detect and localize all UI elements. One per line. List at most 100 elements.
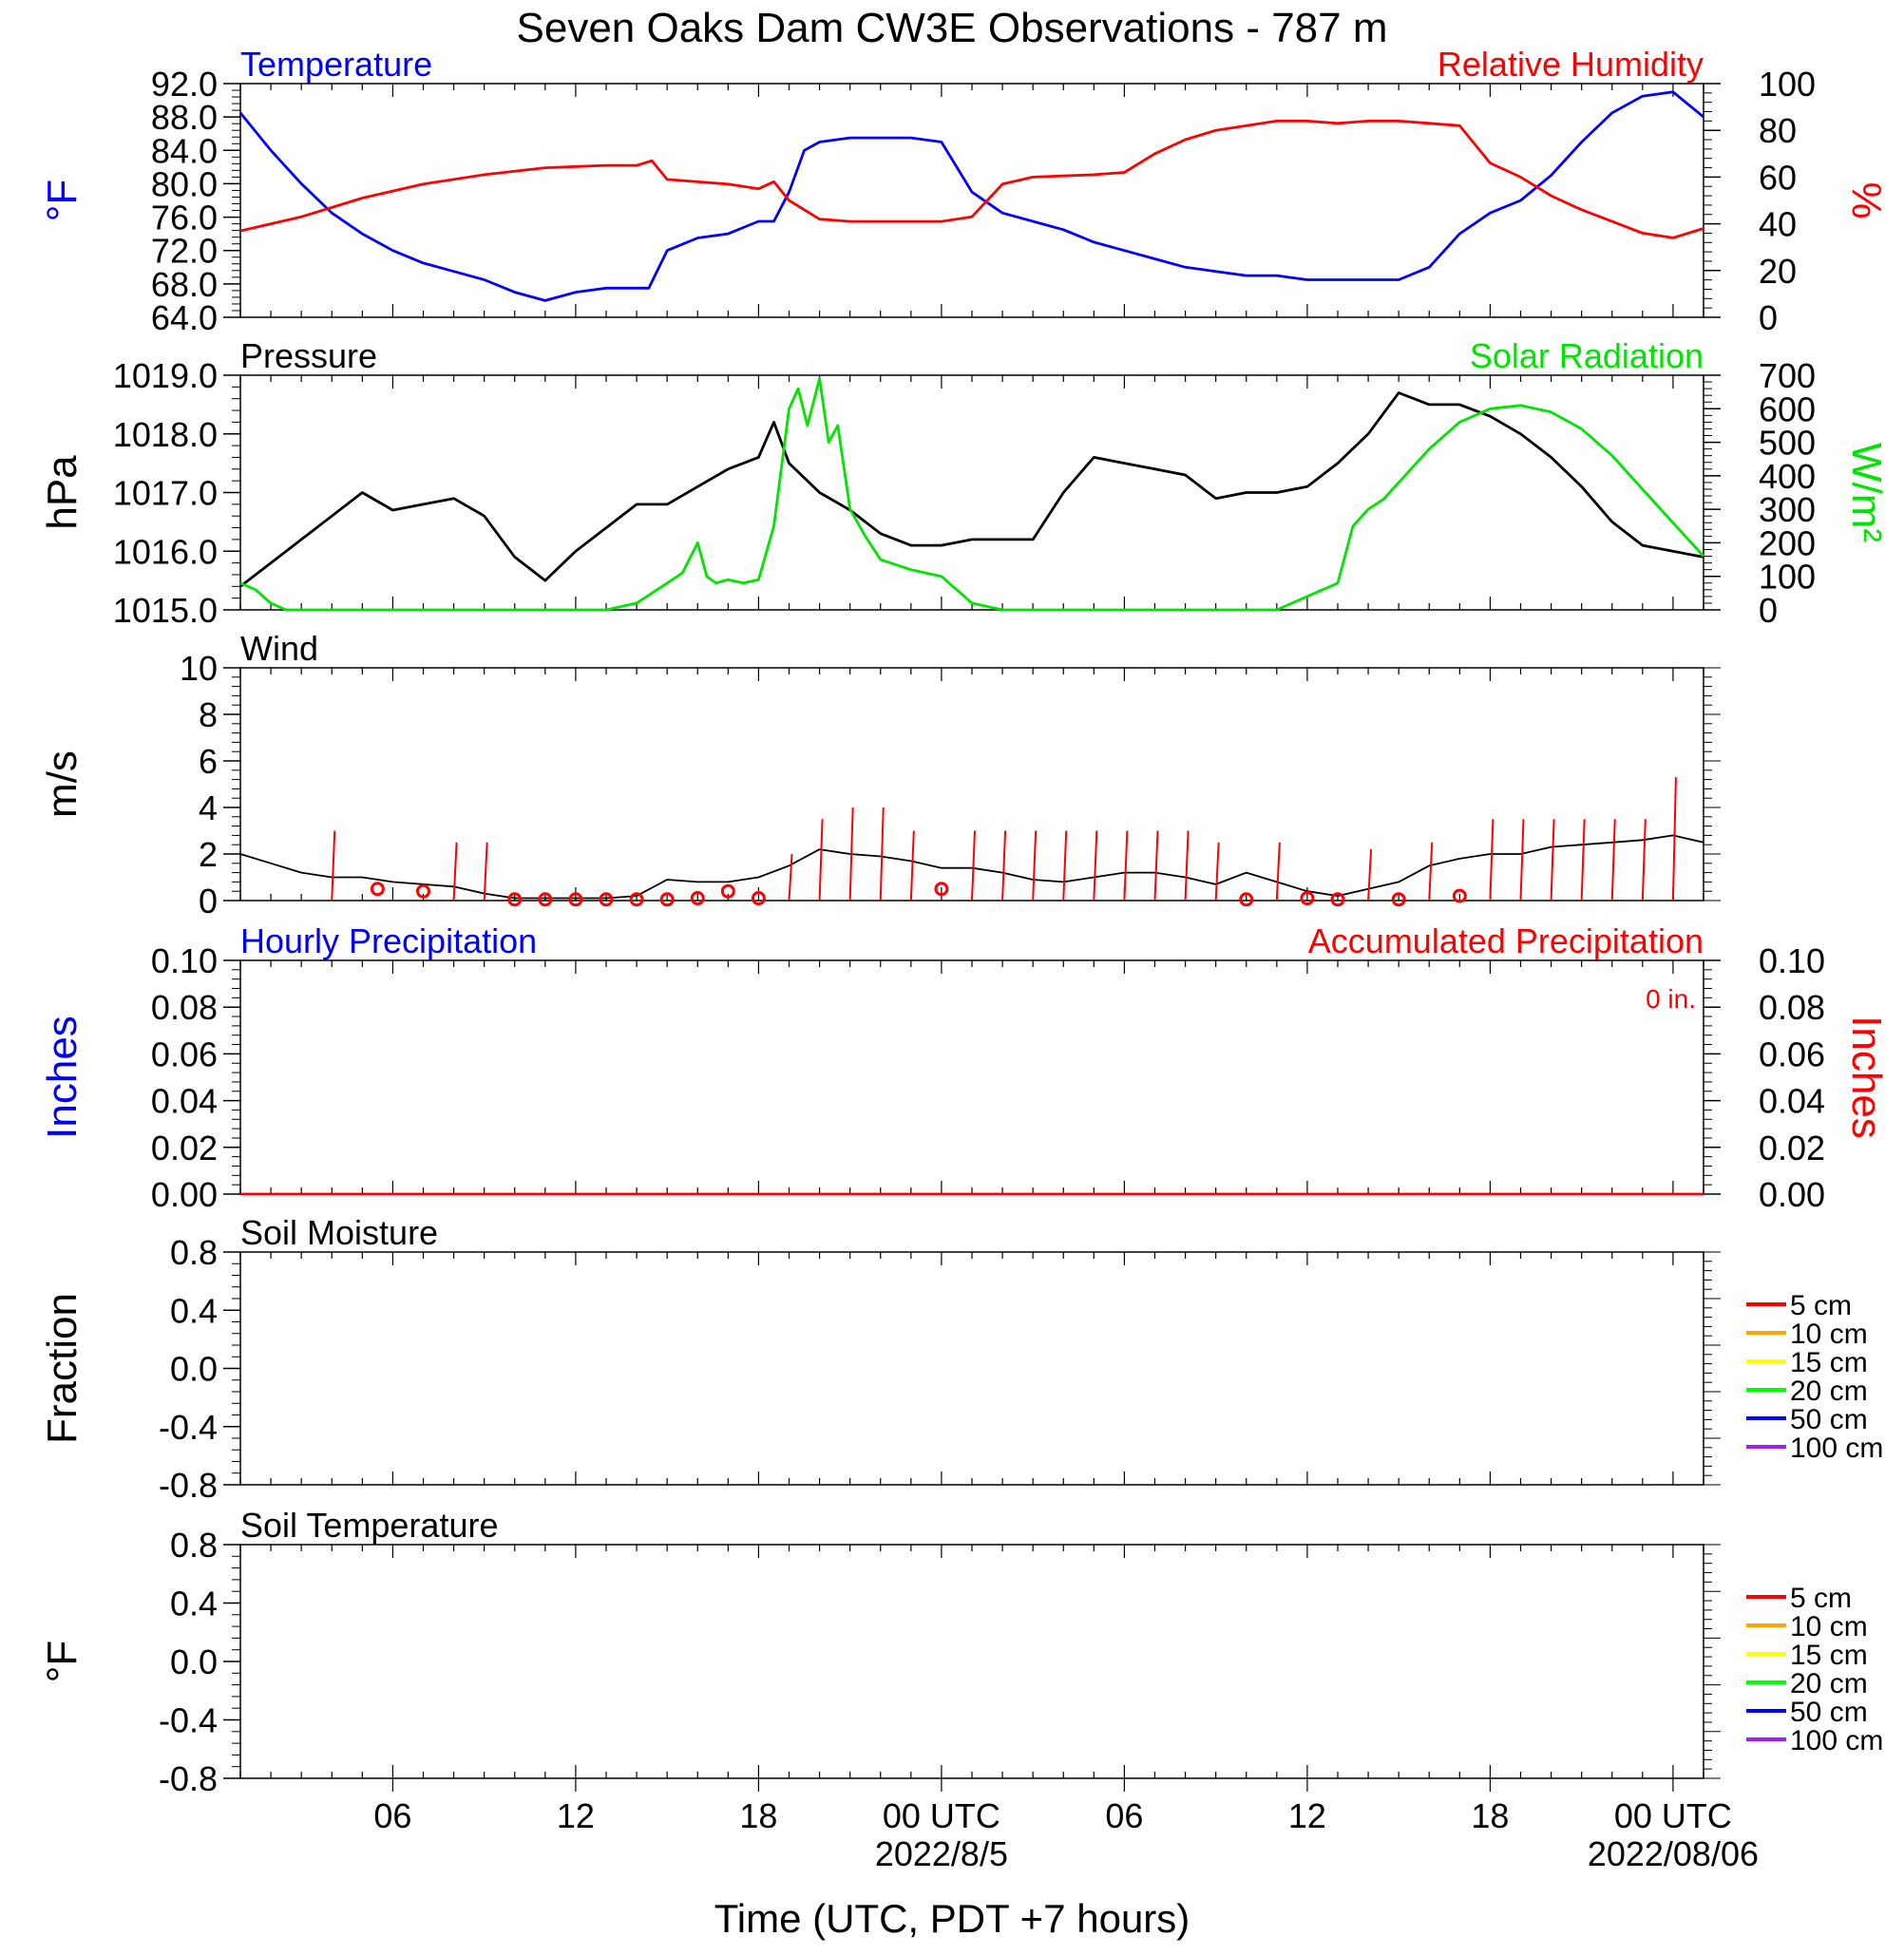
y2-tick-label: 0.08 bbox=[1759, 988, 1825, 1027]
wind-barb bbox=[331, 830, 336, 902]
y-axis-label: m/s bbox=[39, 750, 86, 818]
y2-tick-label: 40 bbox=[1759, 205, 1797, 244]
x-axis-label: Time (UTC, PDT +7 hours) bbox=[714, 1896, 1190, 1941]
y-tick-label: 80.0 bbox=[151, 164, 218, 203]
series-line-pressure bbox=[239, 391, 1704, 588]
y-tick-label: 0.04 bbox=[151, 1082, 218, 1121]
wind-calm-marker bbox=[751, 891, 766, 906]
panel-wind: 10 8 6 4 2 0 Wind m/s bbox=[39, 629, 1721, 921]
wind-barb bbox=[848, 807, 854, 902]
y-tick-label: 0.8 bbox=[170, 1233, 218, 1272]
y-tick-label: -0.8 bbox=[159, 1466, 218, 1505]
y-tick-label: 72.0 bbox=[151, 232, 218, 271]
y2-tick-label: 0 bbox=[1759, 298, 1778, 337]
y2-tick-label: 80 bbox=[1759, 111, 1797, 150]
x-tick-label: 12 bbox=[557, 1796, 595, 1835]
wind-calm-marker bbox=[416, 883, 430, 899]
panel-title-right: Relative Humidity bbox=[1438, 45, 1704, 84]
y2-tick-label: 20 bbox=[1759, 252, 1797, 291]
legend-label: 20 cm bbox=[1790, 1376, 1868, 1407]
legend-label: 50 cm bbox=[1790, 1697, 1868, 1728]
series-line-temperature bbox=[238, 90, 1704, 302]
y-tick-label: 0.10 bbox=[151, 941, 218, 980]
y2-tick-label: 0.04 bbox=[1759, 1082, 1825, 1121]
x-tick-label: 00 UTC bbox=[1614, 1796, 1732, 1835]
wind-barb bbox=[788, 853, 793, 902]
y2-tick-label: 100 bbox=[1759, 65, 1816, 104]
x-tick-label: 18 bbox=[739, 1796, 777, 1835]
y-tick-label: 0 bbox=[199, 882, 218, 921]
panel-title-right: Solar Radiation bbox=[1470, 336, 1704, 375]
y2-axis-label: Inches bbox=[1843, 1015, 1890, 1139]
y-tick-label: 64.0 bbox=[151, 298, 218, 337]
wind-barb bbox=[1671, 777, 1677, 902]
wind-calm-marker bbox=[1239, 892, 1254, 907]
y-tick-label: 76.0 bbox=[151, 199, 218, 237]
panel-title-left: Hourly Precipitation bbox=[240, 921, 537, 960]
panel-title-left: Soil Temperature bbox=[240, 1506, 498, 1545]
y2-tick-label: 60 bbox=[1759, 158, 1797, 197]
y-axis-label: Fraction bbox=[39, 1293, 86, 1444]
wind-calm-marker bbox=[629, 892, 644, 907]
x-tick-label: 06 bbox=[1105, 1796, 1143, 1835]
x-date-label: 2022/08/06 bbox=[1588, 1834, 1759, 1873]
plot-frame bbox=[239, 83, 1704, 318]
wind-calm-marker bbox=[370, 882, 385, 897]
y2-tick-label: 700 bbox=[1759, 356, 1816, 395]
y-tick-label: 1018.0 bbox=[113, 415, 218, 454]
panel-title-right: Accumulated Precipitation bbox=[1308, 921, 1704, 960]
y2-tick-label: 500 bbox=[1759, 424, 1816, 463]
series-line-relative-humidity bbox=[239, 120, 1704, 239]
x-date-label: 2022/8/5 bbox=[875, 1834, 1008, 1873]
panel-pressure-solar: 1019.0 1018.0 1017.0 1016.0 1015.0 7006005004… bbox=[39, 336, 1890, 630]
y-tick-label: 1016.0 bbox=[113, 532, 218, 571]
y-tick-label: 84.0 bbox=[151, 131, 218, 170]
y2-tick-label: 0.00 bbox=[1759, 1175, 1825, 1214]
wind-calm-marker bbox=[568, 892, 583, 907]
wind-calm-marker bbox=[538, 892, 553, 907]
wind-barb bbox=[1153, 830, 1159, 902]
wind-calm-marker bbox=[1300, 891, 1315, 906]
legend-label: 50 cm bbox=[1790, 1404, 1868, 1435]
y-tick-label: 1019.0 bbox=[113, 356, 218, 395]
y-tick-label: 92.0 bbox=[151, 65, 218, 104]
y-tick-label: 68.0 bbox=[151, 265, 218, 304]
legend-label: 15 cm bbox=[1790, 1347, 1868, 1378]
y-tick-label: 10 bbox=[180, 649, 218, 688]
wind-barb bbox=[1123, 830, 1129, 902]
wind-barb bbox=[971, 830, 976, 902]
y2-axis-label: % bbox=[1843, 181, 1890, 218]
legend-label: 5 cm bbox=[1790, 1290, 1852, 1321]
panel-title-left: Soil Moisture bbox=[240, 1213, 438, 1252]
panel-title-left: Pressure bbox=[240, 336, 377, 375]
y-tick-label: 4 bbox=[199, 788, 218, 827]
wind-barb bbox=[1001, 830, 1007, 902]
wind-barb bbox=[818, 819, 824, 902]
panel-soil-moisture: 0.8 0.4 0.0 -0.4 -0.8 Soil Moisture Fraction 5 … bbox=[39, 1213, 1883, 1505]
wind-barb bbox=[1610, 819, 1616, 902]
wind-barb bbox=[879, 807, 885, 902]
y-tick-label: 0.4 bbox=[170, 1291, 218, 1330]
chart-title: Seven Oaks Dam CW3E Observations - 787 m bbox=[517, 5, 1388, 51]
y-axis-label: hPa bbox=[39, 455, 86, 530]
y-tick-label: -0.4 bbox=[159, 1408, 218, 1447]
y-tick-label: 1015.0 bbox=[113, 591, 218, 630]
y-tick-label: 0.4 bbox=[170, 1585, 218, 1623]
y-tick-label: 6 bbox=[199, 742, 218, 781]
y2-tick-label: 0 bbox=[1759, 591, 1778, 630]
wind-barb bbox=[1214, 842, 1220, 902]
wind-calm-marker bbox=[659, 892, 675, 907]
wind-calm-marker bbox=[1391, 892, 1406, 907]
y2-tick-label: 0.10 bbox=[1759, 941, 1825, 980]
y2-tick-label: 300 bbox=[1759, 490, 1816, 529]
plot-frame bbox=[239, 1544, 1704, 1779]
y2-tick-label: 400 bbox=[1759, 457, 1816, 496]
y-tick-label: 0.0 bbox=[170, 1642, 218, 1681]
y2-tick-label: 100 bbox=[1759, 558, 1816, 597]
plot-frame bbox=[239, 959, 1704, 1195]
legend-label: 10 cm bbox=[1790, 1611, 1868, 1642]
wind-calm-marker bbox=[507, 892, 523, 907]
